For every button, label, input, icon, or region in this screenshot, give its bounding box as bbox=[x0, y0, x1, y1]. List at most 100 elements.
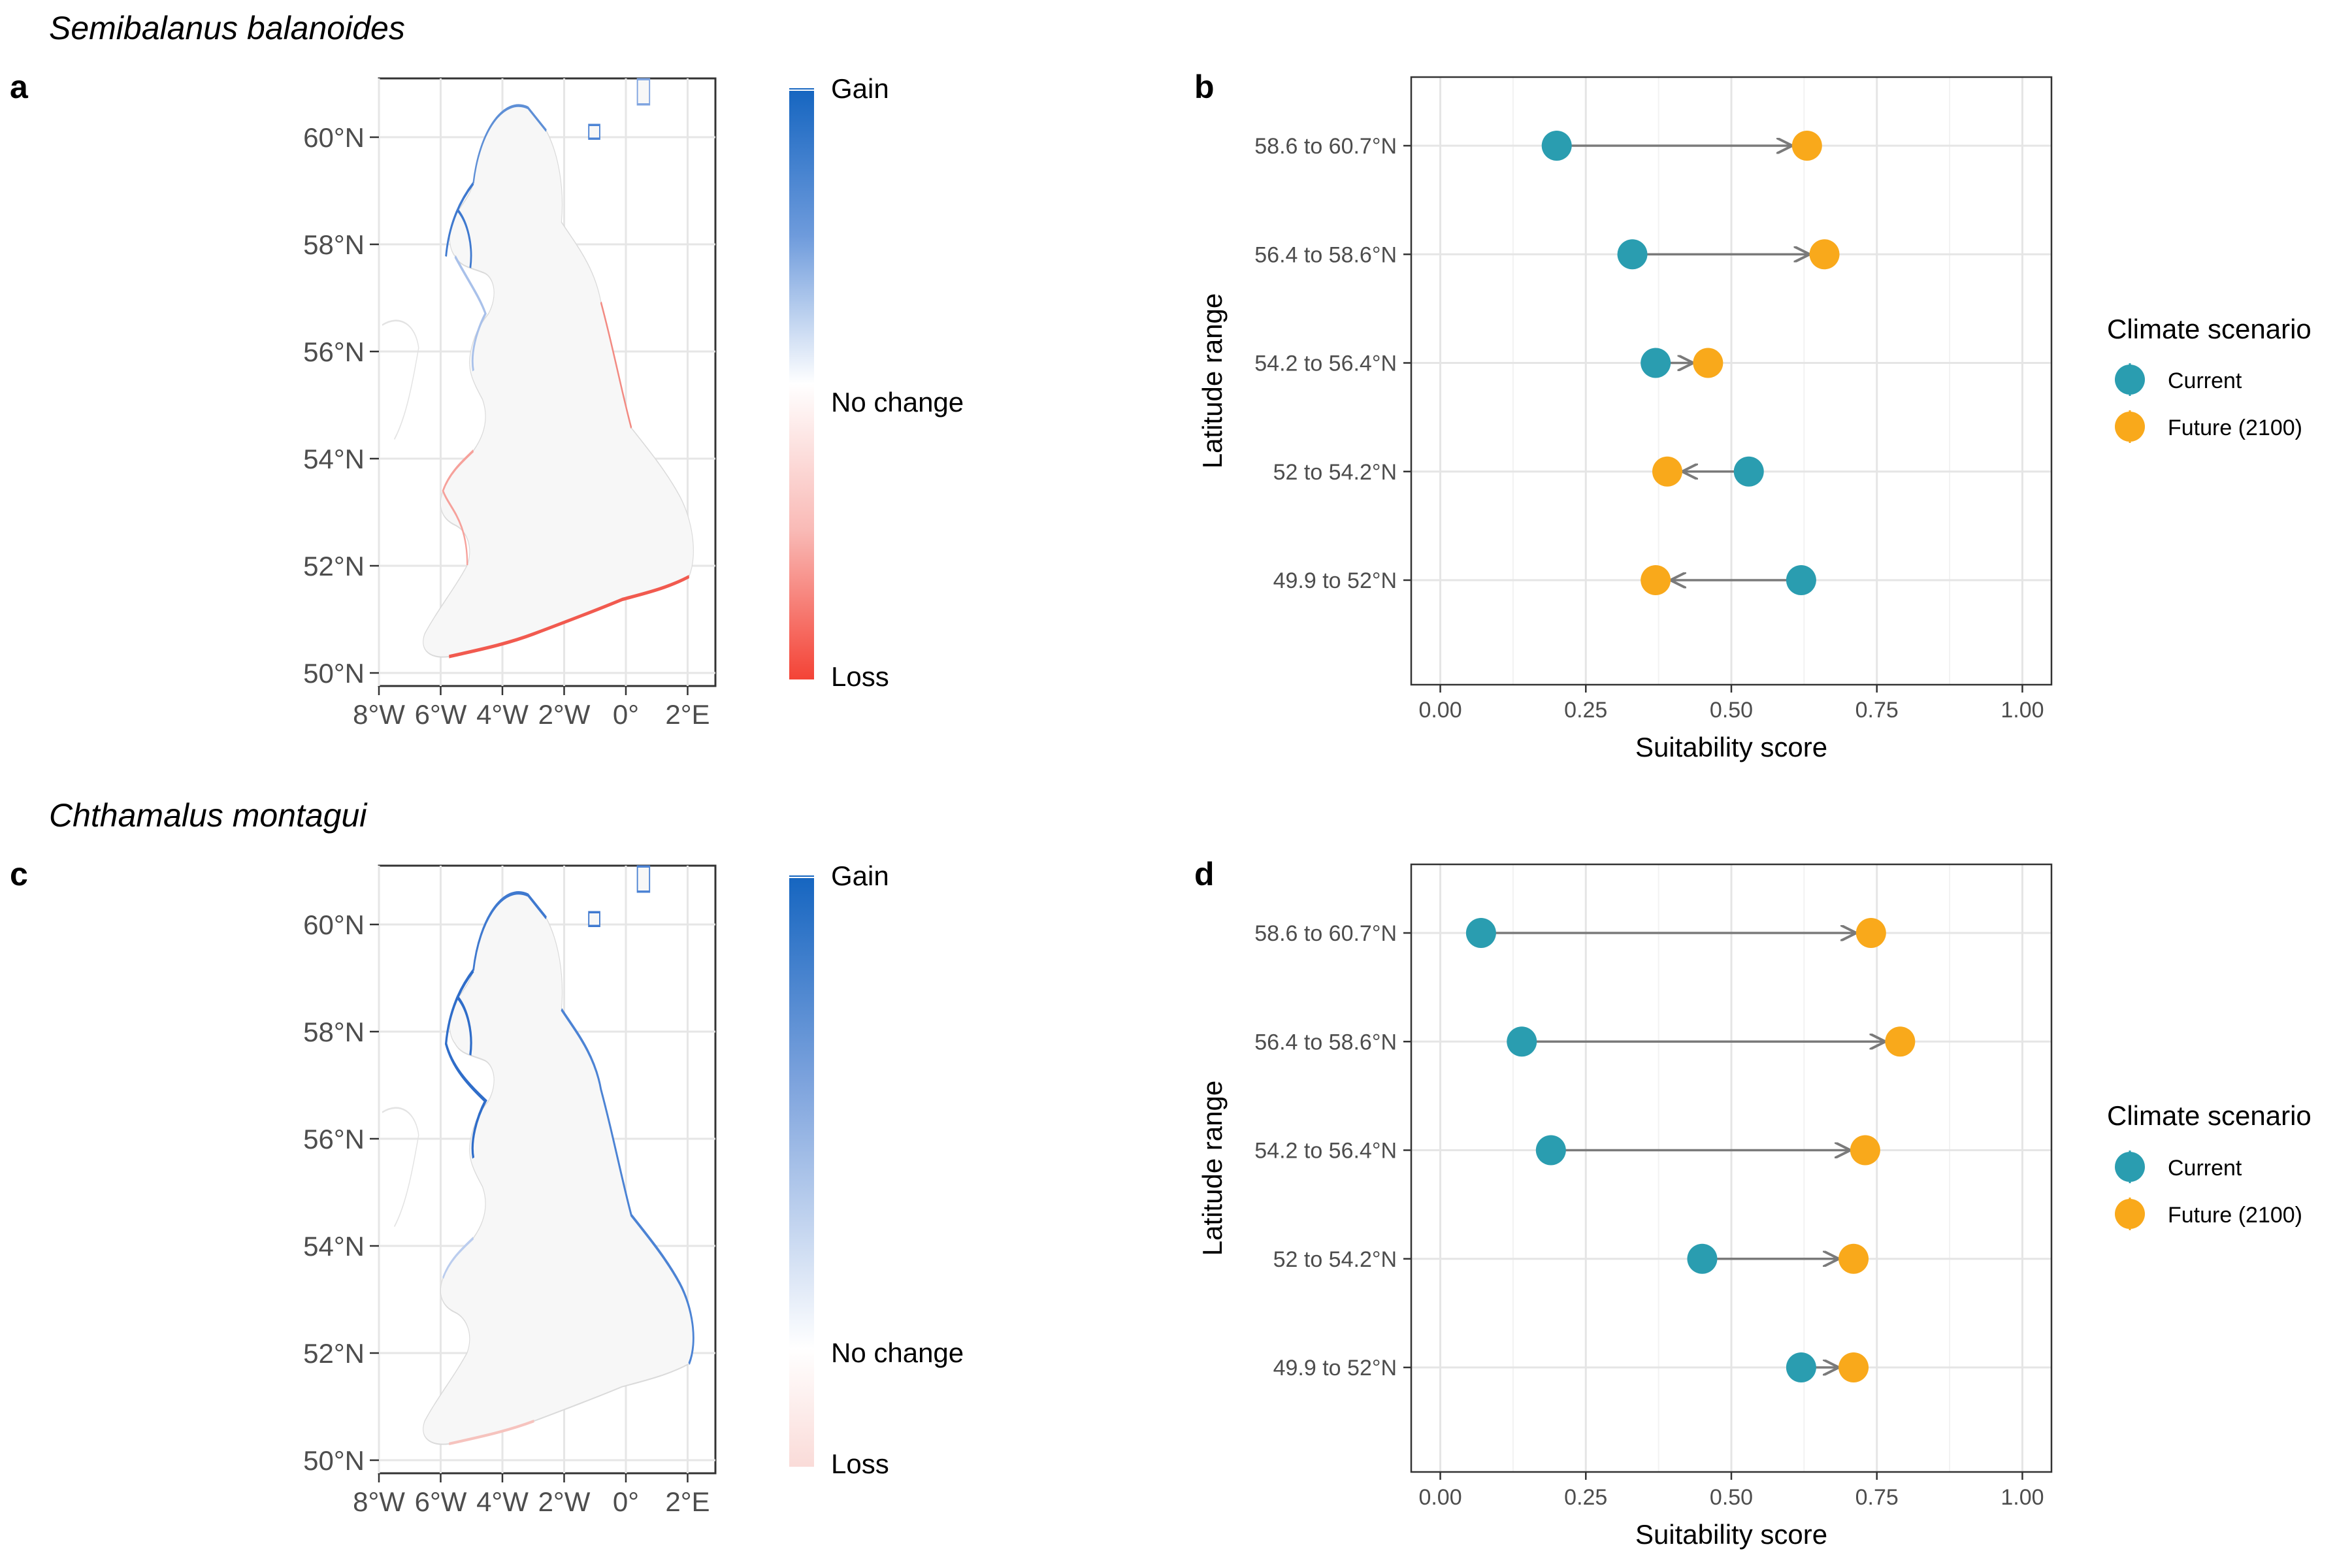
loss-coast-wales bbox=[442, 449, 474, 566]
x-tick-label: 6°W bbox=[415, 1486, 467, 1517]
species-title-bottom: Chthamalus montagui bbox=[49, 797, 368, 834]
x-tick-label: 1.00 bbox=[2001, 698, 2044, 723]
panel-label-a: a bbox=[10, 69, 29, 105]
y-tick-label: 58°N bbox=[303, 1017, 365, 1047]
point-current bbox=[1535, 1135, 1566, 1166]
y-tick-label: 52 to 54.2°N bbox=[1273, 1247, 1397, 1272]
gain-coast-west bbox=[454, 255, 487, 372]
x-tick-label: 0.00 bbox=[1418, 698, 1462, 723]
legend-key-future bbox=[2115, 412, 2145, 442]
chart-x-axis: 0.00 0.25 0.50 0.75 1.00 bbox=[1418, 1472, 2044, 1510]
y-tick-label: 49.9 to 52°N bbox=[1273, 568, 1397, 593]
x-tick-label: 8°W bbox=[353, 699, 405, 730]
legend-label-current: Current bbox=[2168, 1156, 2242, 1181]
legend-label-future: Future (2100) bbox=[2168, 1203, 2302, 1228]
map-landmass bbox=[382, 78, 694, 659]
gain-coast-wales bbox=[442, 1237, 474, 1279]
y-tick-label: 56.4 to 58.6°N bbox=[1254, 1030, 1397, 1054]
map-y-axis: 50°N 52°N 54°N 56°N 58°N 60°N bbox=[303, 909, 379, 1476]
y-axis-title: Latitude range bbox=[1197, 293, 1228, 469]
point-current bbox=[1786, 565, 1816, 595]
island-orkney bbox=[588, 123, 600, 140]
legend-title: Climate scenario bbox=[2107, 314, 2311, 344]
legend-label-current: Current bbox=[2168, 368, 2242, 393]
y-tick-label: 60°N bbox=[303, 909, 365, 940]
scenario-legend-d: Climate scenario Current Future (2100) bbox=[2107, 1100, 2311, 1230]
chart-y-axis: 58.6 to 60.7°N 56.4 to 58.6°N 54.2 to 56.4… bbox=[1254, 921, 1411, 1380]
chart-x-axis: 0.00 0.25 0.50 0.75 1.00 bbox=[1418, 685, 2044, 723]
point-current bbox=[1786, 1352, 1816, 1382]
point-future bbox=[1652, 456, 1682, 487]
y-tick-label: 56°N bbox=[303, 336, 365, 367]
loss-coast-south bbox=[449, 574, 690, 659]
gain-coast-northwest bbox=[445, 182, 474, 269]
y-tick-label: 60°N bbox=[303, 122, 365, 153]
x-tick-label: 0.75 bbox=[1855, 698, 1899, 723]
chart-points bbox=[1465, 918, 1916, 1382]
map-x-axis: 8°W 6°W 4°W 2°W 0° 2°E bbox=[353, 686, 710, 730]
legend-loss-label: Loss bbox=[831, 661, 889, 692]
x-tick-label: 4°W bbox=[476, 699, 529, 730]
legend-no-change-label: No change bbox=[831, 1337, 964, 1368]
panel-label-d: d bbox=[1194, 856, 1215, 892]
species-title-top: Semibalanus balanoides bbox=[49, 10, 405, 46]
y-axis-title: Latitude range bbox=[1197, 1081, 1228, 1256]
legend-no-change-label: No change bbox=[831, 387, 964, 417]
x-tick-label: 0.75 bbox=[1855, 1485, 1899, 1510]
point-current bbox=[1541, 131, 1572, 161]
y-tick-label: 50°N bbox=[303, 1445, 365, 1476]
legend-title: Climate scenario bbox=[2107, 1100, 2311, 1131]
y-tick-label: 52°N bbox=[303, 1338, 365, 1369]
y-tick-label: 49.9 to 52°N bbox=[1273, 1356, 1397, 1380]
x-axis-title: Suitability score bbox=[1635, 1519, 1827, 1550]
point-current bbox=[1687, 1243, 1718, 1274]
y-tick-label: 54.2 to 56.4°N bbox=[1254, 351, 1397, 376]
x-tick-label: 2°E bbox=[665, 699, 710, 730]
legend-label-future: Future (2100) bbox=[2168, 416, 2302, 440]
loss-coast-south bbox=[449, 1419, 534, 1446]
y-tick-label: 56.4 to 58.6°N bbox=[1254, 242, 1397, 267]
island-orkney bbox=[588, 911, 600, 927]
map-panel-a: 50°N 52°N 54°N 56°N 58°N 60°N 8°W 6°W 4°W 2°W 0° 2… bbox=[303, 77, 717, 730]
x-tick-label: 2°W bbox=[538, 699, 591, 730]
panel-label-b: b bbox=[1194, 69, 1215, 105]
point-future bbox=[1850, 1135, 1880, 1166]
legend-colorbar bbox=[789, 88, 814, 679]
x-tick-label: 8°W bbox=[353, 1486, 405, 1517]
gain-coast-north bbox=[472, 104, 547, 184]
map-panel-c: 50°N 52°N 54°N 56°N 58°N 60°N 8°W 6°W 4°W 2°W 0° 2… bbox=[303, 864, 717, 1517]
point-future bbox=[1838, 1243, 1869, 1274]
x-tick-label: 2°E bbox=[665, 1486, 710, 1517]
map-legend-c: Gain No change Loss bbox=[789, 860, 964, 1479]
x-tick-label: 0.00 bbox=[1418, 1485, 1462, 1510]
x-tick-label: 6°W bbox=[415, 699, 467, 730]
x-tick-label: 0° bbox=[613, 699, 639, 730]
map-x-axis: 8°W 6°W 4°W 2°W 0° 2°E bbox=[353, 1473, 710, 1517]
dumbbell-chart-d: 58.6 to 60.7°N 56.4 to 58.6°N 54.2 to 56.4… bbox=[1197, 863, 2053, 1550]
y-tick-label: 54°N bbox=[303, 1231, 365, 1262]
y-tick-label: 58.6 to 60.7°N bbox=[1254, 921, 1397, 946]
point-current bbox=[1507, 1026, 1537, 1057]
point-future bbox=[1855, 918, 1886, 948]
point-future bbox=[1693, 348, 1723, 378]
island-shetland bbox=[636, 78, 651, 106]
legend-gain-label: Gain bbox=[831, 73, 889, 104]
chart-frame bbox=[1410, 863, 2053, 1473]
gain-coast-east bbox=[561, 1007, 694, 1365]
point-future bbox=[1641, 565, 1671, 595]
x-tick-label: 4°W bbox=[476, 1486, 529, 1517]
y-tick-label: 50°N bbox=[303, 658, 365, 689]
y-tick-label: 58°N bbox=[303, 229, 365, 260]
loss-coast-east bbox=[600, 301, 632, 429]
chart-y-axis: 58.6 to 60.7°N 56.4 to 58.6°N 54.2 to 56.4… bbox=[1254, 134, 1411, 593]
dumbbell-chart-b: 58.6 to 60.7°N 56.4 to 58.6°N 54.2 to 56.4… bbox=[1197, 76, 2053, 762]
x-tick-label: 0.50 bbox=[1710, 1485, 1753, 1510]
point-current bbox=[1733, 456, 1764, 487]
x-tick-label: 0.25 bbox=[1564, 1485, 1607, 1510]
point-current bbox=[1465, 918, 1496, 948]
legend-key-future bbox=[2115, 1199, 2145, 1229]
x-tick-label: 0.25 bbox=[1564, 698, 1607, 723]
x-tick-label: 0° bbox=[613, 1486, 639, 1517]
legend-key-current bbox=[2115, 365, 2145, 395]
